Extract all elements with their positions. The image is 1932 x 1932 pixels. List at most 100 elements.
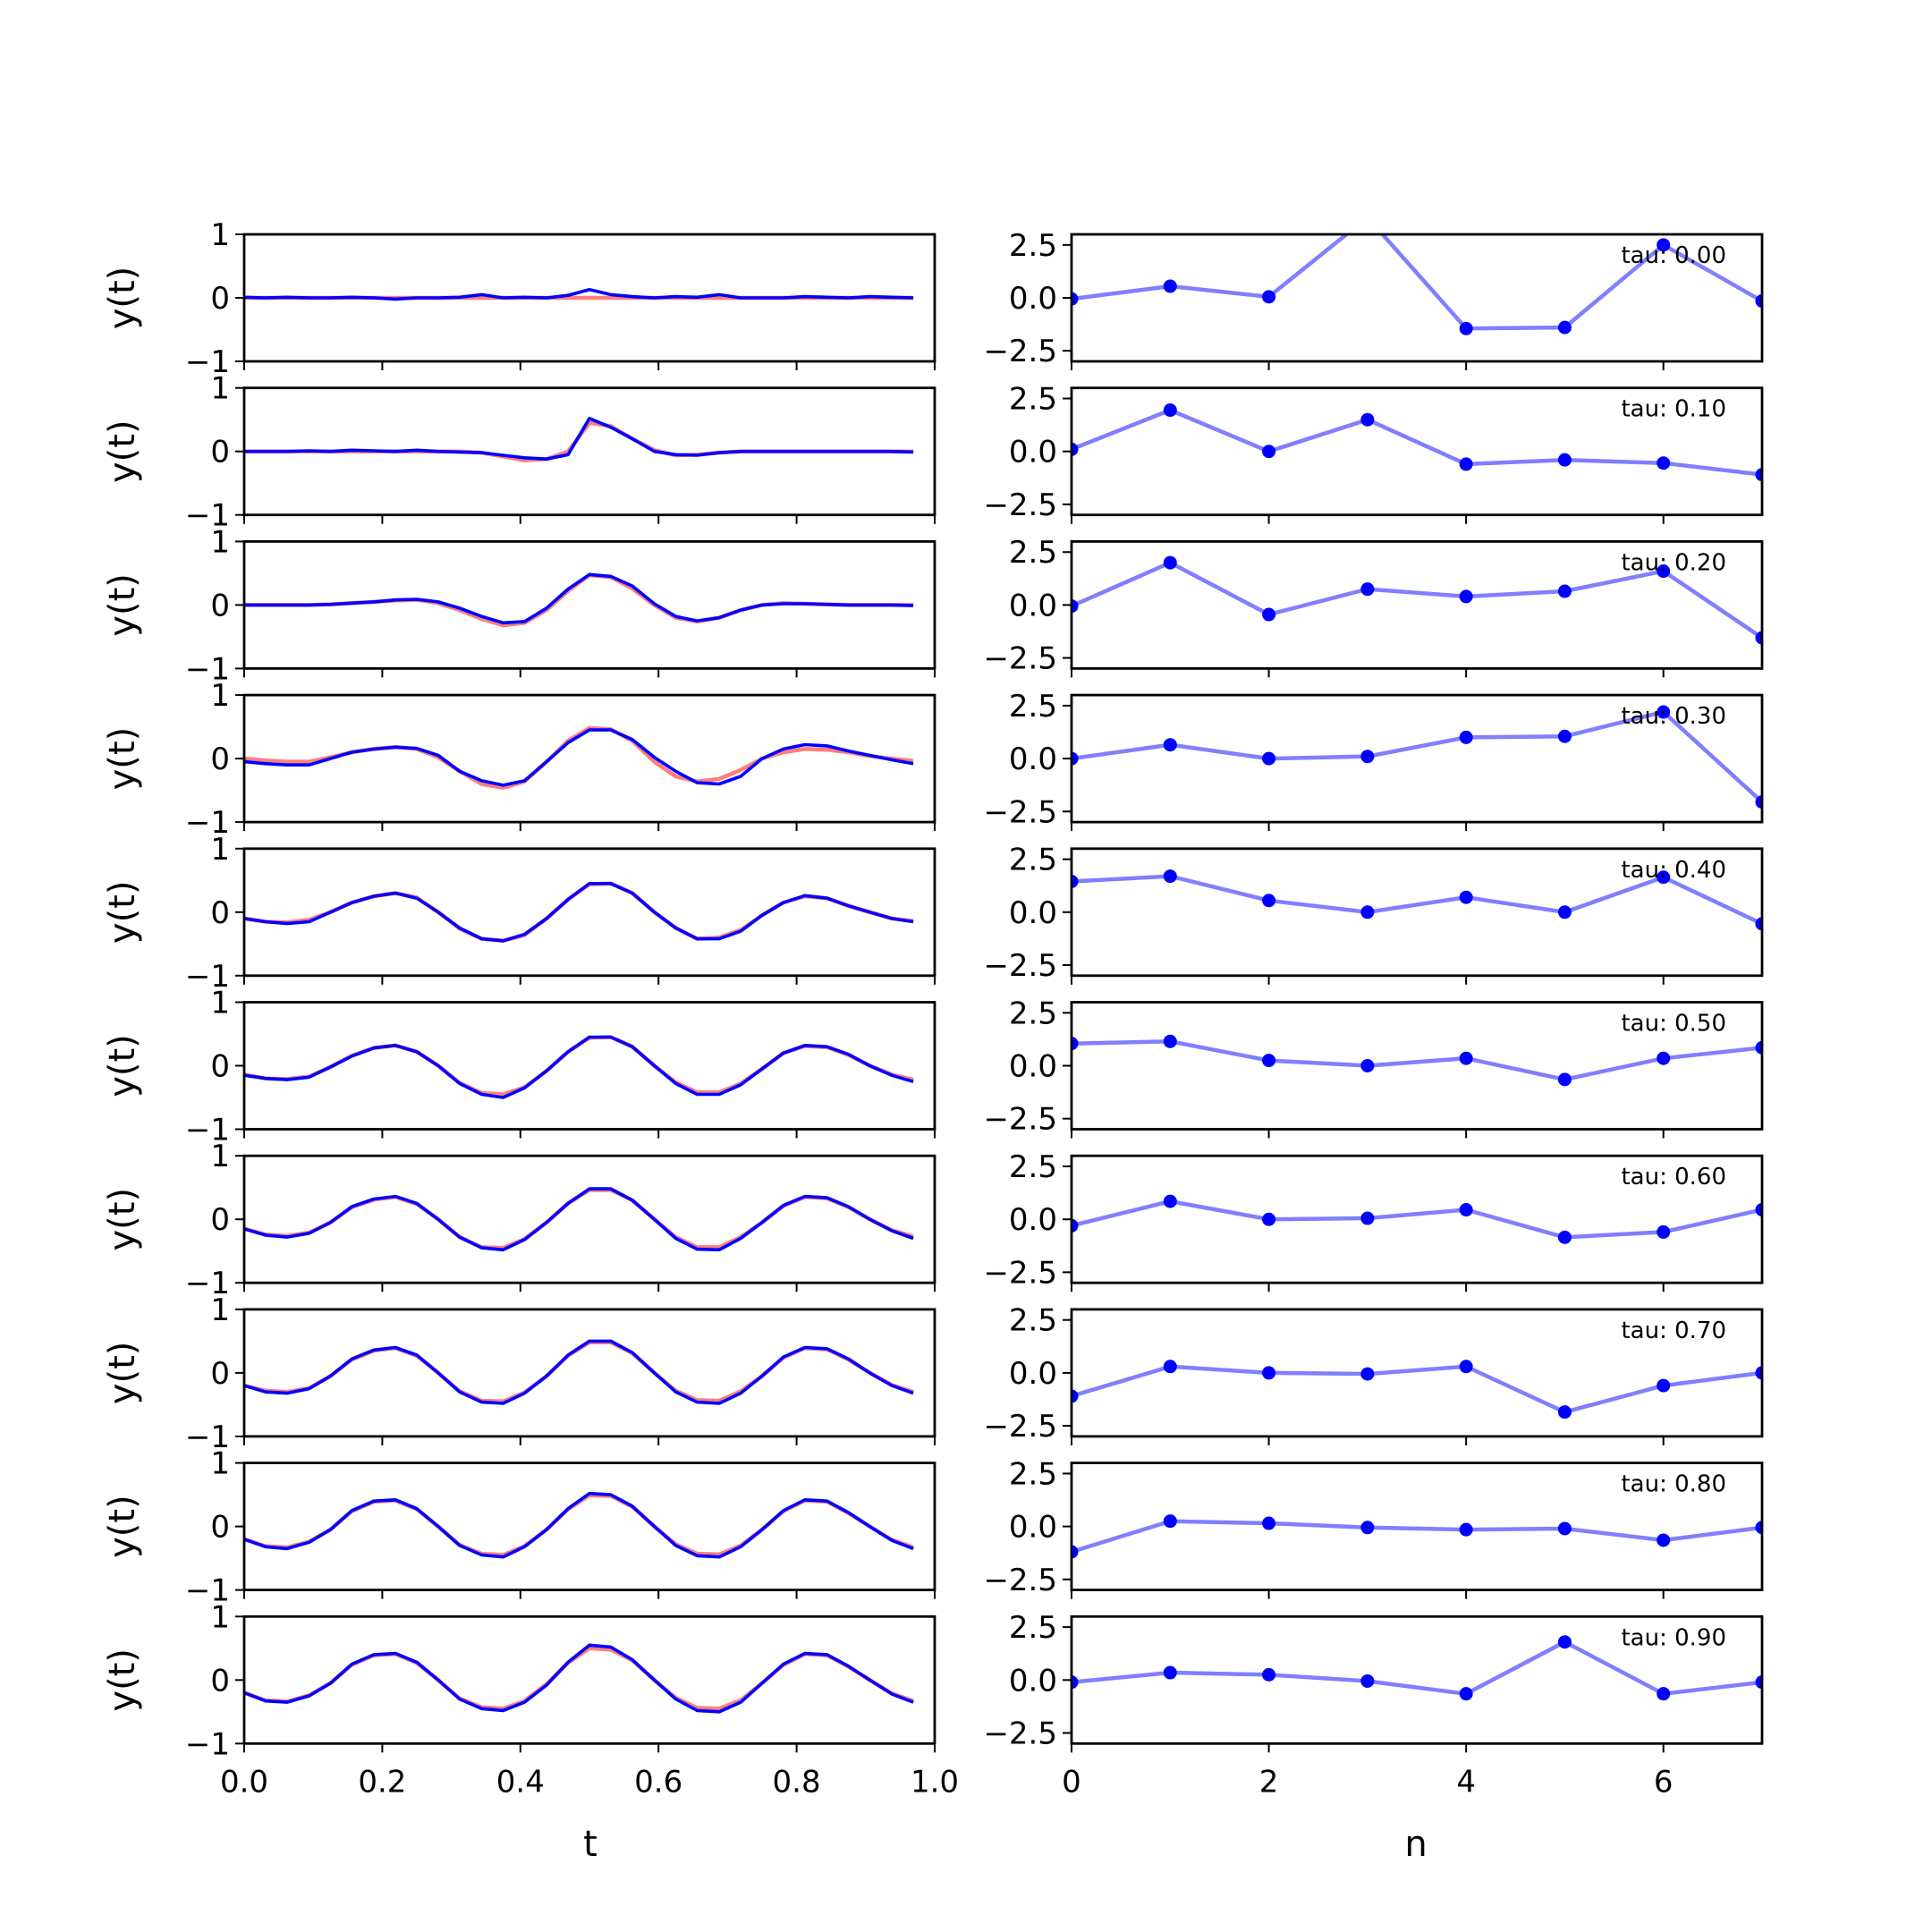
y-tick-label: 0.0 [1009, 588, 1057, 623]
coefficient-point [1072, 599, 1079, 614]
coefficient-point [1262, 1516, 1276, 1530]
y-tick-label: 1 [210, 371, 230, 407]
reconstruction-line [244, 288, 914, 301]
coefficient-point [1557, 905, 1572, 919]
coefficient-point [1459, 730, 1473, 744]
y-tick-label: 1 [210, 1292, 230, 1328]
tau-label: tau: 0.60 [1621, 1164, 1726, 1191]
coefficient-line [1072, 1199, 1762, 1240]
right-panel-8: −2.5 0.0 2.5 tau: 0.80 [983, 1456, 1764, 1599]
coefficient-line [1072, 1039, 1762, 1082]
coefficient-point [1557, 584, 1572, 598]
right-panel-3: −2.5 0.0 2.5 tau: 0.30 [983, 689, 1764, 832]
y-tick-label: 0.0 [1009, 1356, 1057, 1392]
x-tick-label: 1.0 [911, 1764, 959, 1800]
y-tick-label: −1 [185, 651, 230, 687]
y-tick-label: −2.5 [983, 487, 1057, 523]
coefficient-line [1072, 874, 1762, 926]
y-tick-label: 2.5 [1009, 843, 1057, 878]
left-y-axis-label: y(t) [102, 1342, 143, 1405]
coefficient-point [1262, 751, 1276, 766]
x-tick-label: 4 [1456, 1764, 1476, 1800]
coefficient-point [1262, 1054, 1276, 1068]
coefficient-point [1557, 729, 1572, 743]
coefficient-point [1557, 1635, 1572, 1649]
coefficient-point [1262, 1212, 1276, 1226]
coefficient-point [1755, 294, 1762, 309]
y-tick-label: 1 [210, 678, 230, 714]
coefficient-point [1360, 1521, 1375, 1535]
reconstruction-line [244, 572, 914, 625]
coefficient-point [1072, 1545, 1079, 1559]
coefficient-line [1072, 234, 1762, 331]
coefficient-point [1657, 1378, 1671, 1393]
right-panel-1: −2.5 0.0 2.5 tau: 0.10 [983, 382, 1764, 524]
y-tick-label: 1 [210, 832, 230, 868]
y-tick-label: 1 [210, 1599, 230, 1635]
coefficient-line [1072, 709, 1762, 804]
tau-label: tau: 0.30 [1621, 703, 1726, 730]
left-y-axis-label: y(t) [102, 1034, 143, 1097]
coefficient-point [1459, 1687, 1473, 1701]
right-panel-6: −2.5 0.0 2.5 tau: 0.60 [983, 1149, 1764, 1292]
y-tick-label: 0.0 [1009, 895, 1057, 931]
right-panel-2: −2.5 0.0 2.5 tau: 0.20 [983, 535, 1764, 678]
coefficient-point [1557, 453, 1572, 467]
y-tick-label: −1 [185, 1266, 230, 1301]
coefficient-point [1755, 917, 1762, 931]
y-tick-label: −2.5 [983, 1563, 1057, 1598]
y-tick-label: 0.0 [1009, 1202, 1057, 1238]
y-tick-label: −2.5 [983, 794, 1057, 830]
reconstruction-line [244, 1339, 914, 1405]
coefficient-point [1072, 292, 1079, 306]
y-tick-label: 0 [210, 1202, 230, 1238]
left-y-axis-label: y(t) [102, 419, 143, 483]
left-panel-3: −1 0 1 y(t) [102, 678, 936, 841]
y-tick-label: −1 [185, 1726, 230, 1762]
coefficient-point [1163, 1360, 1177, 1374]
coefficient-point [1163, 869, 1177, 884]
y-tick-label: 2.5 [1009, 228, 1057, 264]
left-y-axis-label: y(t) [102, 1495, 143, 1558]
coefficient-point [1557, 1072, 1572, 1087]
y-tick-label: 1 [210, 217, 230, 253]
left-panel-2: −1 0 1 y(t) [102, 524, 936, 687]
left-panel-0: −1 0 1 y(t) [102, 217, 936, 380]
left-panel-7: −1 0 1 y(t) [102, 1292, 936, 1455]
coefficient-point [1755, 1203, 1762, 1217]
y-tick-label: −1 [185, 805, 230, 841]
y-tick-label: −1 [185, 344, 230, 380]
y-tick-label: 0 [210, 741, 230, 777]
tau-label: tau: 0.40 [1621, 857, 1726, 884]
reconstruction-line [244, 1491, 914, 1559]
y-tick-label: −1 [185, 1113, 230, 1148]
coefficient-point [1262, 1366, 1276, 1380]
left-y-axis-label: y(t) [102, 573, 143, 637]
y-tick-label: 1 [210, 1446, 230, 1482]
coefficient-point [1072, 874, 1079, 888]
coefficient-point [1459, 1360, 1473, 1374]
left-panel-5: −1 0 1 y(t) [102, 986, 936, 1148]
y-tick-label: 2.5 [1009, 1610, 1057, 1646]
coefficient-point [1163, 738, 1177, 752]
left-panel-1: −1 0 1 y(t) [102, 371, 936, 534]
coefficient-point [1755, 1521, 1762, 1535]
coefficient-point [1459, 589, 1473, 604]
y-tick-label: 0 [210, 1510, 230, 1546]
coefficient-point [1262, 445, 1276, 459]
reconstruction-line [244, 882, 914, 943]
coefficient-point [1072, 1218, 1079, 1233]
coefficient-point [1072, 442, 1079, 456]
coefficient-point [1755, 795, 1762, 809]
y-tick-label: 2.5 [1009, 996, 1057, 1031]
coefficient-point [1657, 1051, 1671, 1065]
x-tick-label: 6 [1654, 1764, 1674, 1800]
x-tick-label: 2 [1259, 1764, 1279, 1800]
y-tick-label: 0.0 [1009, 1510, 1057, 1546]
coefficient-point [1657, 238, 1671, 252]
y-tick-label: 0 [210, 1049, 230, 1085]
coefficient-point [1657, 1533, 1671, 1547]
y-tick-label: 0.0 [1009, 281, 1057, 317]
y-tick-label: 0 [210, 588, 230, 623]
